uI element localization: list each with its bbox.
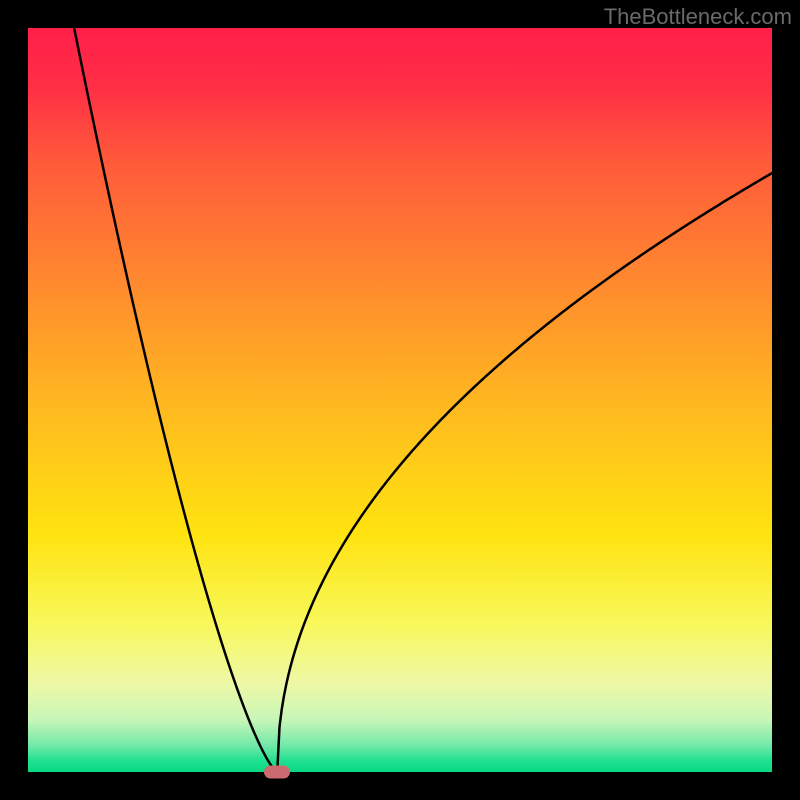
plot-area [28, 28, 772, 772]
bottleneck-curve [74, 28, 772, 772]
minimum-marker-icon [264, 766, 290, 779]
watermark-text: TheBottleneck.com [604, 4, 792, 30]
chart-container: TheBottleneck.com [0, 0, 800, 800]
curve-overlay [28, 28, 772, 772]
